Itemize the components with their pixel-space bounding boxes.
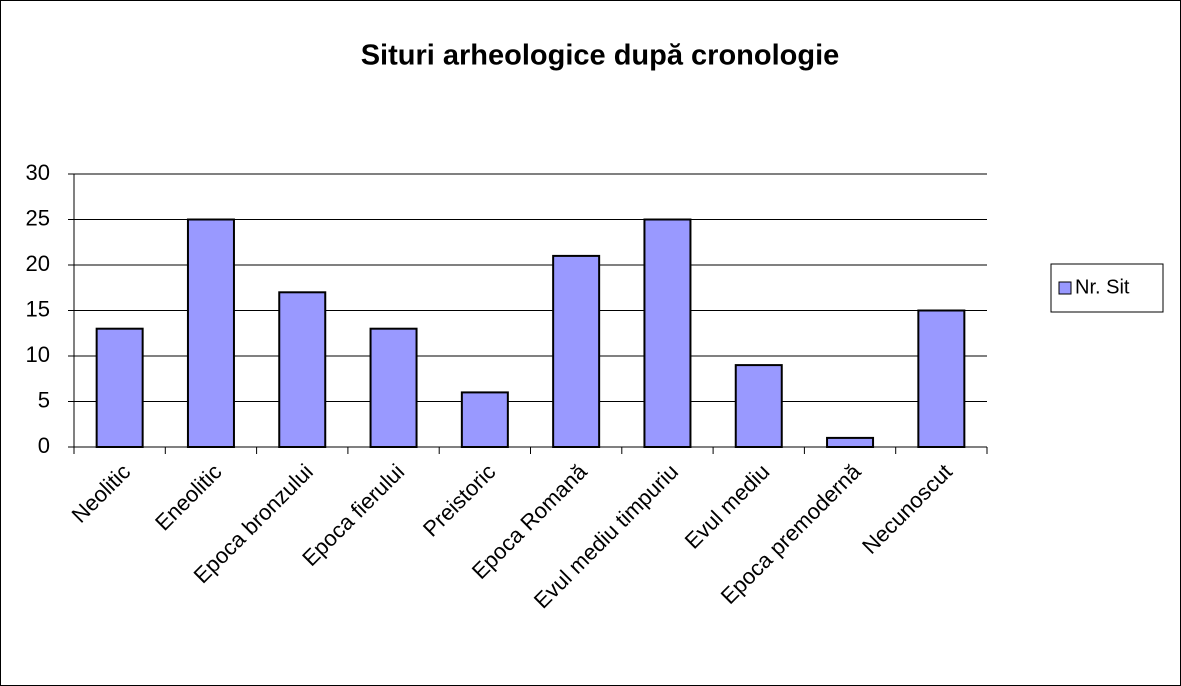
legend-label: Nr. Sit	[1075, 276, 1130, 298]
y-tick-label: 10	[26, 342, 50, 367]
bar	[917, 309, 966, 448]
bar	[460, 391, 509, 448]
chart-title: Situri arheologice după cronologie	[361, 40, 840, 72]
bar	[278, 291, 327, 448]
y-tick-label: 30	[26, 160, 50, 185]
bar	[643, 218, 692, 448]
y-tick-label: 15	[26, 296, 50, 321]
y-tick-label: 0	[38, 433, 50, 458]
bar	[186, 218, 235, 448]
bar	[826, 436, 875, 448]
bar	[552, 254, 601, 448]
bar	[734, 364, 783, 449]
bar	[369, 327, 418, 449]
y-tick-label: 5	[38, 387, 50, 412]
y-tick-label: 20	[26, 251, 50, 276]
bar	[95, 327, 144, 449]
legend-swatch	[1058, 281, 1072, 295]
y-tick-label: 25	[26, 205, 50, 230]
